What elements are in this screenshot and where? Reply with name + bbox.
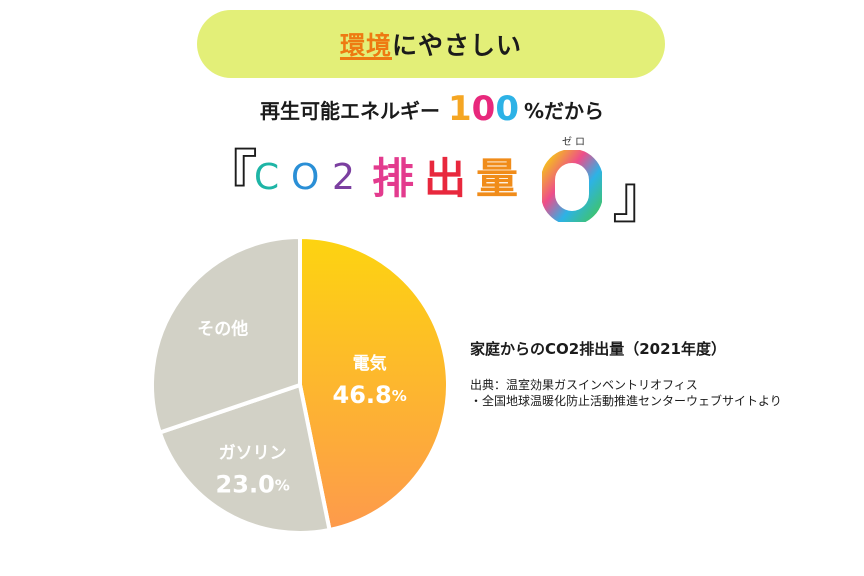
- close-bracket: 』: [612, 163, 671, 231]
- pie-slice-electricity: [298, 234, 451, 533]
- chart-title: 家庭からのCO2排出量（2021年度）: [470, 340, 726, 358]
- co2-char-o: O: [291, 157, 321, 198]
- pie-slice-gasoline: [157, 382, 332, 535]
- zero-ruby: ゼロ: [562, 137, 588, 148]
- pie-slice-other-label: その他: [197, 319, 248, 340]
- kanji-shutsu: 出: [424, 154, 467, 203]
- pie-slice-electricity-label: 電気: [353, 353, 387, 374]
- renewable-subtitle: 再生可能エネルギー 1 0 0 %だから: [0, 86, 864, 132]
- subtitle-suffix: %だから: [523, 98, 605, 123]
- hundred-digit-2: 0: [471, 89, 496, 129]
- kanji-ryou: 量: [476, 154, 519, 203]
- co2-char-2: 2: [332, 157, 356, 198]
- hundred-figure: 1 0 0: [448, 92, 519, 126]
- source-line-2: ・全国地球温暖化防止活動推進センターウェブサイトより: [470, 394, 782, 408]
- open-bracket: 『: [200, 143, 259, 211]
- zero-logo-icon: [542, 150, 602, 222]
- eco-banner: 環境 にやさしい: [197, 10, 665, 78]
- source-line-1: 出典：温室効果ガスインベントリオフィス: [470, 378, 698, 392]
- hundred-digit-1: 1: [447, 89, 472, 129]
- pie-slice-gasoline-label: ガソリン: [219, 443, 287, 463]
- co2-char-c: C: [254, 157, 281, 198]
- pie-slice-other: [150, 234, 302, 436]
- pie-slice-gasoline-value: 23.0%: [216, 470, 290, 498]
- hundred-digit-3: 0: [495, 89, 519, 129]
- kanji-hai: 排: [372, 154, 415, 203]
- banner-accent-text: 環境: [339, 31, 392, 60]
- pie-slice-electricity-value: 46.8%: [333, 381, 407, 409]
- subtitle-prefix: 再生可能エネルギー: [259, 98, 440, 123]
- banner-rest-text: にやさしい: [392, 31, 523, 60]
